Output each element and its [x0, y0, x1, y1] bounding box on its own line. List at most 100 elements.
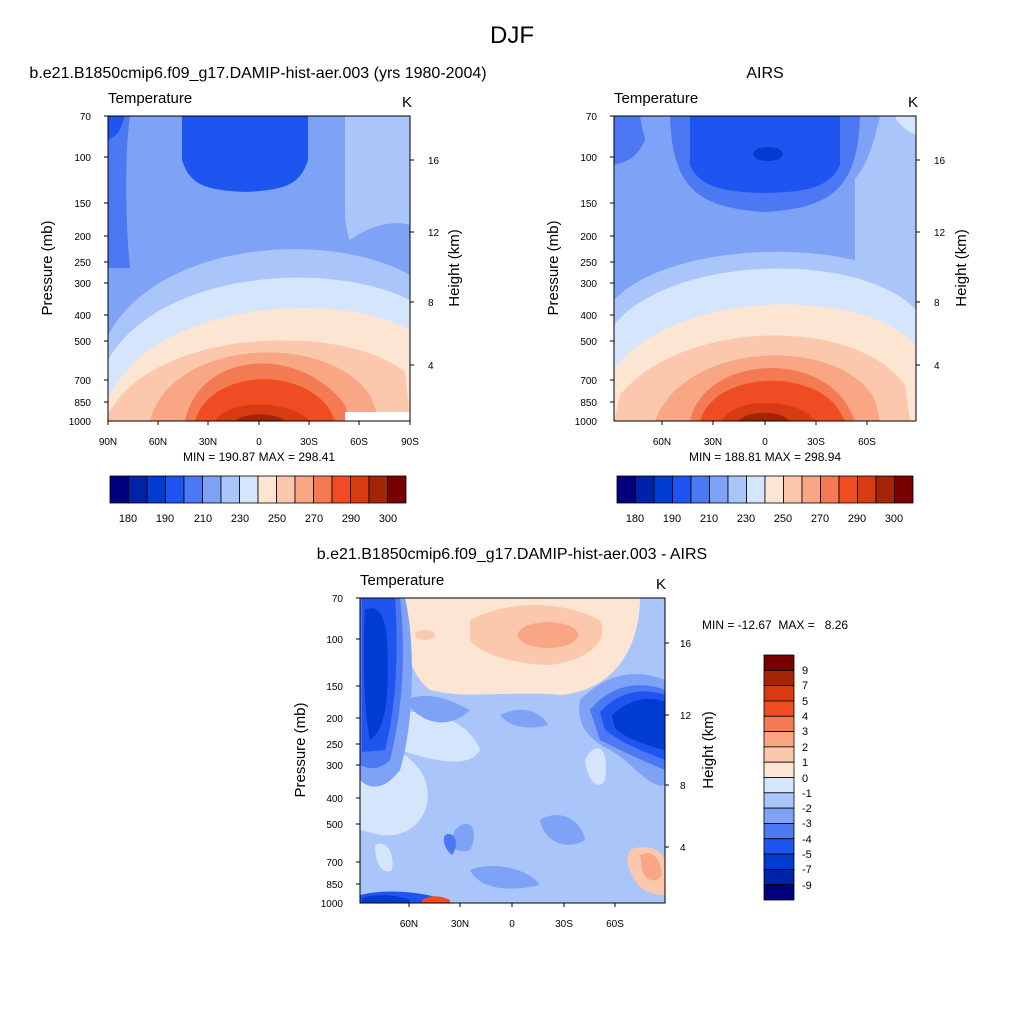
x-tick: 0 — [509, 919, 515, 930]
x-tick: 30N — [199, 437, 217, 448]
colorbar-swatch — [763, 746, 795, 763]
y-tick: 200 — [326, 714, 343, 725]
colorbar-label: 180 — [119, 513, 137, 525]
panel-diff-y2-ticks: 16 12 8 4 — [680, 639, 692, 854]
y-tick: 100 — [326, 635, 343, 646]
y-tick: 500 — [580, 337, 597, 348]
y-tick: 250 — [326, 740, 343, 751]
colorbar-label: 300 — [379, 513, 397, 525]
panel-airs-left-label: Temperature — [614, 90, 698, 107]
colorbar-swatch — [763, 685, 795, 702]
colorbar-swatch — [128, 475, 148, 504]
colorbar-label: -7 — [802, 864, 812, 876]
colorbar-label: 250 — [268, 513, 286, 525]
colorbar-swatch — [165, 475, 185, 504]
colorbar-swatch — [313, 475, 333, 504]
panel-airs-colorbar-labels: 180 190 210 230 250 270 290 300 — [626, 513, 903, 525]
panel-model-y-tick-marks — [104, 115, 414, 425]
colorbar-label: 210 — [700, 513, 718, 525]
colorbar-label: -9 — [802, 880, 812, 892]
colorbar-label: -5 — [802, 849, 812, 861]
x-tick: 90N — [99, 437, 117, 448]
colorbar-swatch — [146, 475, 166, 504]
panel-diff-x-ticks: 60N 30N 0 30S 60S — [400, 919, 624, 930]
y-tick: 500 — [326, 820, 343, 831]
colorbar-swatch — [202, 475, 222, 504]
x-tick: 30N — [704, 437, 722, 448]
colorbar-swatch — [763, 823, 795, 840]
colorbar-swatch — [763, 884, 795, 901]
colorbar-label: 270 — [305, 513, 323, 525]
colorbar-label: 210 — [194, 513, 212, 525]
panel-model-contours — [108, 116, 410, 421]
y-tick: 150 — [326, 682, 343, 693]
panel-diff-colorbar-labels: 9 7 5 4 3 2 1 0 -1 -2 -3 -4 -5 -7 -9 — [802, 665, 812, 892]
colorbar-swatch — [857, 475, 877, 504]
colorbar-swatch — [368, 475, 388, 504]
y-tick: 300 — [74, 279, 91, 290]
x-tick: 0 — [762, 437, 768, 448]
panel-model-title: b.e21.B1850cmip6.f09_g17.DAMIP-hist-aer.… — [29, 65, 486, 82]
y2-tick: 16 — [680, 639, 692, 650]
colorbar-label: 290 — [342, 513, 360, 525]
y-tick: 500 — [74, 337, 91, 348]
y2-tick: 4 — [428, 361, 434, 372]
y-tick: 400 — [74, 311, 91, 322]
panel-model-stats: MIN = 190.87 MAX = 298.41 — [183, 450, 335, 464]
y-tick: 70 — [586, 112, 598, 123]
panel-airs-title: AIRS — [746, 65, 783, 82]
colorbar-label: 5 — [802, 696, 808, 708]
y-tick: 250 — [74, 258, 91, 269]
y-tick: 700 — [74, 376, 91, 387]
y-tick: 850 — [580, 398, 597, 409]
colorbar-swatch — [616, 475, 636, 504]
panel-airs-right-label: K — [908, 94, 918, 111]
x-tick: 0 — [256, 437, 262, 448]
panel-airs-ylabel: Pressure (mb) — [545, 220, 562, 315]
y2-tick: 8 — [428, 298, 434, 309]
y-tick: 300 — [580, 279, 597, 290]
panel-model-right-label: K — [402, 94, 412, 111]
y-tick: 200 — [580, 232, 597, 243]
colorbar-swatch — [294, 475, 314, 504]
panel-diff-contours — [360, 598, 665, 903]
colorbar-swatch — [387, 475, 407, 504]
panel-diff: b.e21.B1850cmip6.f09_g17.DAMIP-hist-aer.… — [292, 546, 848, 930]
colorbar-label: -3 — [802, 818, 812, 830]
x-tick: 30N — [451, 919, 469, 930]
colorbar-swatch — [763, 731, 795, 748]
panel-model: b.e21.B1850cmip6.f09_g17.DAMIP-hist-aer.… — [29, 65, 486, 525]
colorbar-label: -2 — [802, 803, 812, 815]
colorbar-swatch — [257, 475, 277, 504]
colorbar-swatch — [763, 807, 795, 824]
x-tick: 90S — [401, 437, 419, 448]
colorbar-label: 7 — [802, 680, 808, 692]
panel-diff-title: b.e21.B1850cmip6.f09_g17.DAMIP-hist-aer.… — [317, 546, 707, 563]
panel-model-colorbar — [109, 475, 407, 504]
y-tick: 850 — [326, 880, 343, 891]
colorbar-label: 250 — [774, 513, 792, 525]
y2-tick: 12 — [428, 228, 440, 239]
y-tick: 250 — [580, 258, 597, 269]
y-tick: 150 — [580, 199, 597, 210]
colorbar-swatch — [763, 838, 795, 855]
colorbar-swatch — [635, 475, 655, 504]
panel-diff-ylabel: Pressure (mb) — [292, 702, 309, 797]
colorbar-label: 180 — [626, 513, 644, 525]
colorbar-label: 300 — [885, 513, 903, 525]
panel-diff-tick-marks — [356, 597, 669, 907]
y-tick: 400 — [580, 311, 597, 322]
colorbar-label: 230 — [737, 513, 755, 525]
panel-model-y2label: Height (km) — [446, 229, 463, 307]
colorbar-swatch — [109, 475, 129, 504]
colorbar-label: 2 — [802, 742, 808, 754]
panel-airs-contours — [614, 116, 916, 421]
colorbar-swatch — [276, 475, 296, 504]
panel-model-ylabel: Pressure (mb) — [39, 220, 56, 315]
panel-diff-y-ticks: 70 100 150 200 250 300 400 500 700 850 1… — [321, 594, 344, 910]
panel-model-colorbar-labels: 180 190 210 230 250 270 290 300 — [119, 513, 397, 525]
colorbar-label: 3 — [802, 726, 808, 738]
colorbar-swatch — [783, 475, 803, 504]
y-tick: 200 — [74, 232, 91, 243]
colorbar-swatch — [763, 761, 795, 778]
